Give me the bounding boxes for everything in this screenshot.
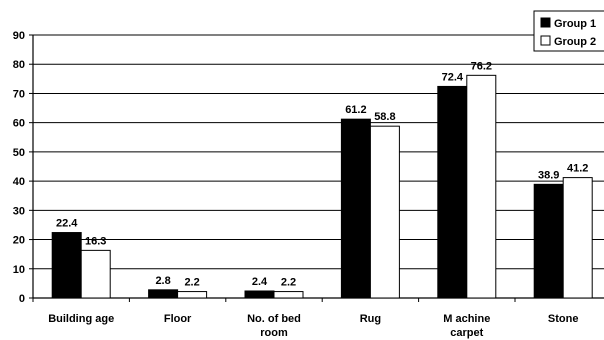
- bar-1-4: [437, 85, 468, 299]
- bar-1-5: [533, 183, 564, 299]
- bar-2-0: [80, 249, 111, 299]
- data-label-1-0: 22.4: [56, 218, 78, 230]
- y-tick-label-60: 60: [13, 118, 25, 130]
- category-label-2-0: No. of bed: [247, 313, 301, 325]
- category-label-2-1: room: [260, 327, 288, 339]
- y-tick-label-50: 50: [13, 147, 25, 159]
- category-label-4-0: M achine: [443, 313, 490, 325]
- data-label-2-5: 41.2: [567, 163, 588, 175]
- y-tick-label-20: 20: [13, 235, 25, 247]
- data-label-1-4: 72.4: [442, 71, 464, 83]
- y-tick-label-70: 70: [13, 88, 25, 100]
- data-label-2-1: 2.2: [184, 277, 199, 289]
- data-label-1-1: 2.8: [155, 275, 170, 287]
- y-tick-label-90: 90: [13, 30, 25, 42]
- data-label-2-3: 58.8: [374, 111, 395, 123]
- legend-swatch-1: [540, 17, 551, 28]
- data-label-1-3: 61.2: [345, 104, 366, 116]
- data-label-2-2: 2.2: [281, 277, 296, 289]
- bar-2-2: [273, 291, 304, 299]
- data-label-2-0: 16.3: [85, 235, 106, 247]
- bar-1-2: [244, 290, 275, 299]
- data-label-1-5: 38.9: [538, 169, 559, 181]
- bar-1-0: [51, 232, 82, 299]
- bar-2-4: [466, 74, 497, 299]
- bar-2-5: [562, 177, 593, 299]
- bar-1-3: [340, 118, 371, 299]
- category-label-1-0: Floor: [164, 313, 192, 325]
- y-tick-label-30: 30: [13, 205, 25, 217]
- bar-2-1: [177, 291, 208, 299]
- y-tick-label-80: 80: [13, 59, 25, 71]
- y-tick-label-10: 10: [13, 264, 25, 276]
- data-label-2-4: 76.2: [471, 60, 492, 72]
- data-label-1-2: 2.4: [252, 276, 268, 288]
- legend-label-1: Group 1: [554, 18, 596, 30]
- category-label-0-0: Building age: [48, 313, 114, 325]
- y-tick-label-0: 0: [19, 293, 25, 305]
- bar-2-3: [369, 125, 400, 299]
- legend-swatch-2: [540, 35, 551, 46]
- y-tick-label-40: 40: [13, 176, 25, 188]
- legend-label-2: Group 2: [554, 36, 596, 48]
- bar-1-1: [148, 289, 179, 299]
- category-label-4-1: carpet: [450, 327, 483, 339]
- category-label-5-0: Stone: [548, 313, 579, 325]
- category-label-3-0: Rug: [360, 313, 381, 325]
